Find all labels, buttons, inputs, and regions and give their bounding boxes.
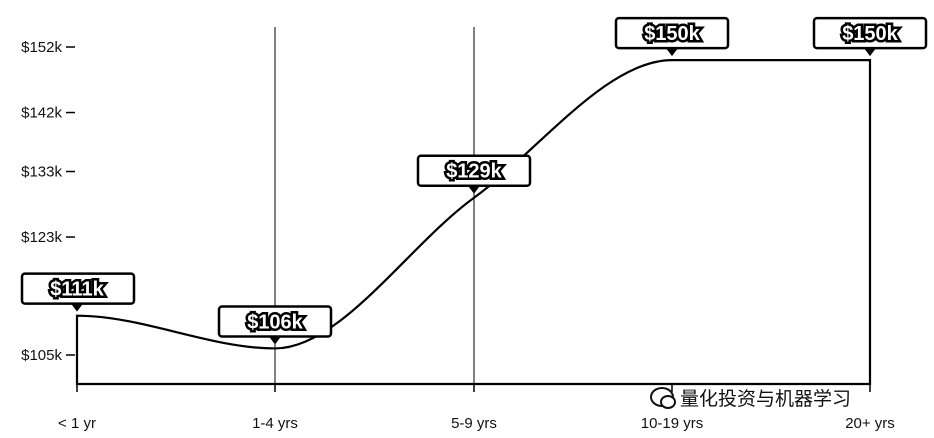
data-label-text: $111k	[50, 279, 104, 301]
x-tick-label: < 1 yr	[58, 415, 96, 432]
chat-bubbles-icon	[650, 387, 676, 409]
y-tick-label: $105k	[21, 347, 62, 364]
data-label-pointer	[666, 48, 678, 57]
x-tick-label: 20+ yrs	[845, 415, 895, 432]
watermark-text: 量化投资与机器学习	[680, 387, 852, 410]
data-label: $111k	[20, 272, 136, 312]
data-label-text: $129k	[446, 161, 502, 183]
data-label: $106k	[217, 305, 333, 345]
x-tick-label: 5-9 yrs	[451, 415, 497, 432]
data-label: $150k	[812, 16, 928, 57]
x-tick-label: 1-4 yrs	[252, 415, 298, 432]
data-label: $150k	[614, 16, 730, 57]
data-label-pointer	[269, 336, 281, 345]
data-label: $129k	[416, 154, 532, 194]
data-label-text: $106k	[247, 311, 303, 333]
data-label-pointer	[864, 48, 876, 57]
watermark: 量化投资与机器学习	[650, 384, 851, 410]
y-tick-label: $133k	[21, 164, 62, 181]
y-tick-label: $123k	[21, 229, 62, 246]
data-label-pointer	[71, 303, 83, 312]
data-label-text: $150k	[842, 23, 898, 45]
data-label-pointer	[468, 185, 480, 194]
data-label-text: $150k	[644, 23, 700, 45]
series-line	[75, 59, 872, 386]
y-tick-label: $152k	[21, 39, 62, 56]
y-tick-label: $142k	[21, 105, 62, 122]
x-tick-label: 10-19 yrs	[641, 415, 704, 432]
